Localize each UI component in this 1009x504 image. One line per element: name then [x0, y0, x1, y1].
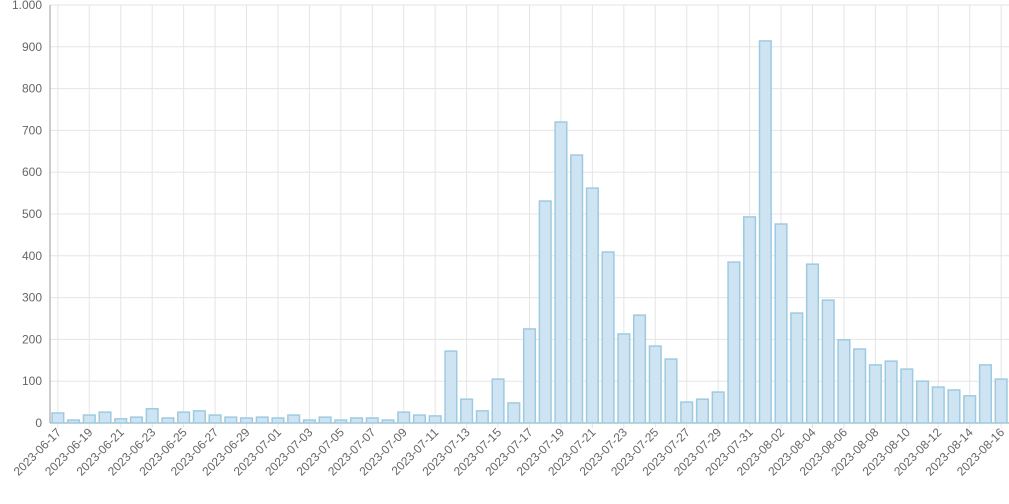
bar: [617, 333, 631, 424]
y-tick-label: 200: [22, 332, 42, 346]
bar: [381, 419, 395, 424]
bar: [177, 411, 191, 424]
bar: [365, 417, 379, 424]
bar: [114, 418, 128, 424]
bar: [271, 417, 285, 424]
bar: [129, 416, 144, 424]
bar: [790, 312, 804, 424]
bar: [428, 415, 442, 424]
bar: [161, 417, 175, 424]
bar: [758, 40, 772, 424]
bar: [507, 402, 521, 424]
y-tick-label: 300: [22, 291, 42, 305]
bar: [978, 364, 992, 424]
bar: [743, 216, 757, 424]
bar: [805, 263, 820, 424]
bar: [884, 360, 898, 424]
y-tick-label: 900: [22, 40, 42, 54]
bar: [900, 368, 914, 424]
y-tick-label: 800: [22, 82, 42, 96]
bar: [570, 154, 584, 424]
bar: [397, 411, 411, 424]
bar: [664, 358, 678, 424]
y-tick-label: 700: [22, 123, 42, 137]
bar: [444, 350, 458, 424]
bar: [774, 223, 788, 424]
bar: [601, 251, 615, 424]
bar: [538, 200, 552, 424]
bar: [349, 417, 364, 424]
bar: [554, 121, 568, 424]
bar: [994, 378, 1008, 424]
bar: [192, 410, 206, 424]
bar: [334, 419, 348, 424]
bar: [287, 414, 301, 424]
bar: [82, 414, 96, 424]
bar: [963, 395, 977, 424]
bar: [632, 314, 647, 424]
bar: [947, 389, 961, 424]
y-tick-label: 600: [22, 165, 42, 179]
bar: [680, 401, 694, 424]
bar: [837, 339, 851, 424]
bar: [208, 414, 222, 424]
bar: [585, 187, 599, 424]
bar: [98, 411, 112, 424]
y-tick-label: 1.000: [12, 0, 42, 12]
bar: [727, 261, 741, 424]
bar: [460, 398, 474, 424]
bar: [475, 410, 489, 424]
bar: [931, 386, 945, 424]
bar: [915, 380, 930, 424]
bar: [412, 414, 427, 424]
y-tick-label: 500: [22, 207, 42, 221]
bar: [522, 328, 537, 424]
bar: [491, 378, 505, 424]
bar: [711, 391, 725, 424]
bar: [67, 419, 81, 424]
bar: [145, 408, 159, 424]
bar: [821, 299, 835, 424]
y-tick-label: 100: [22, 374, 42, 388]
bar: [302, 419, 316, 424]
bar: [239, 417, 254, 424]
bar: [224, 416, 238, 424]
bar: [853, 348, 867, 424]
bar: [255, 416, 269, 424]
bar: [868, 364, 882, 424]
bar: [695, 398, 710, 424]
bar: [51, 412, 65, 424]
y-tick-label: 400: [22, 249, 42, 263]
y-tick-label: 0: [35, 416, 42, 430]
bar: [648, 345, 662, 424]
bar: [318, 416, 332, 424]
